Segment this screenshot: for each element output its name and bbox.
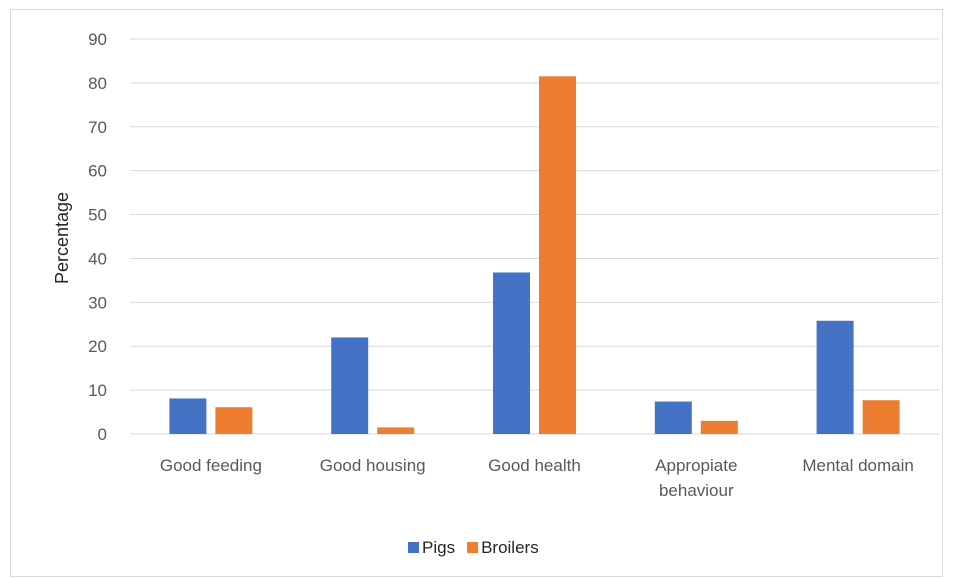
bar-broilers [862,400,900,434]
bar-broilers [539,76,576,435]
y-tick-label: 60 [88,162,107,181]
legend: Pigs Broilers [408,538,539,557]
bars [169,76,900,435]
bar-broilers [377,427,415,434]
gridlines [130,38,939,435]
bar-pigs [169,398,207,434]
bar-pigs [493,272,530,434]
bar-pigs [654,401,692,434]
legend-label: Broilers [481,538,539,557]
legend-label: Pigs [422,538,455,557]
legend-swatch [467,542,479,553]
x-tick-label: Good health [488,456,581,475]
y-tick-label: 90 [88,30,107,49]
y-tick-label: 50 [88,206,107,225]
y-tick-label: 0 [98,425,107,444]
x-tick-label: Good housing [320,456,426,475]
y-tick-label: 30 [88,293,107,312]
y-tick-label: 10 [88,381,107,400]
bar-broilers [215,407,253,434]
x-tick-label: Appropiate [655,456,737,475]
legend-swatch [408,542,419,553]
chart-frame [10,9,943,577]
y-tick-label: 70 [88,118,107,137]
bar-broilers [700,420,738,434]
x-tick-label: Mental domain [802,456,914,475]
y-axis-title: Percentage [52,192,72,284]
bar-pigs [816,320,854,434]
x-axis-ticks: Good feeding Good housing Good health Appro… [160,456,914,500]
y-tick-label: 20 [88,337,107,356]
y-axis-ticks: 0 10 20 30 40 50 60 70 80 90 [88,30,107,444]
bar-pigs [331,337,369,434]
x-tick-label: Good feeding [160,456,262,475]
x-tick-label: behaviour [659,481,734,500]
y-tick-label: 40 [88,249,107,268]
y-tick-label: 80 [88,74,107,93]
